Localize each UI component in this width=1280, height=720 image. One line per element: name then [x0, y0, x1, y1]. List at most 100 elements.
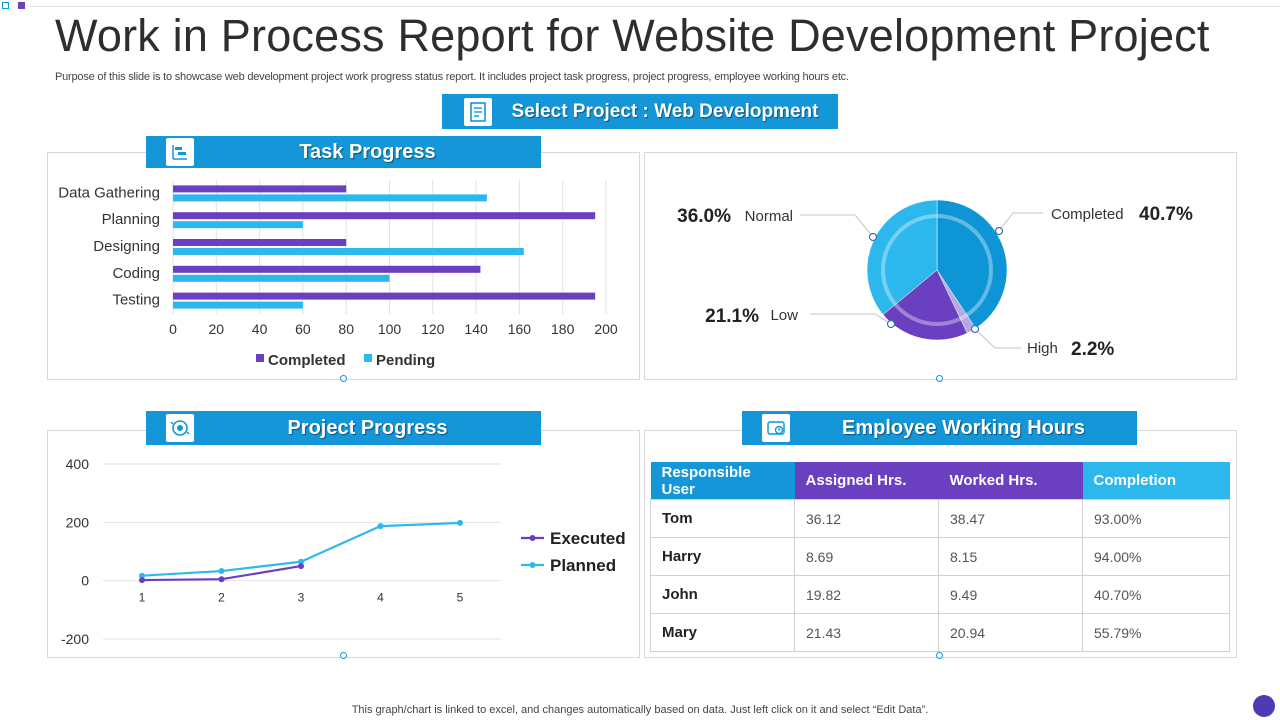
x-tick-label: 200	[594, 321, 618, 337]
y-tick-label: 200	[66, 514, 90, 530]
table-cell: 40.70%	[1082, 575, 1230, 614]
point-planned	[377, 523, 384, 530]
employee-hours-banner: Employee Working Hours	[742, 411, 1137, 445]
task-progress-chart[interactable]: 0 20 40 60 80 100 120 140 160 180 200 Data Gatherin…	[48, 170, 638, 378]
pie-category-label: Normal	[745, 208, 793, 225]
table-cell: 38.47	[938, 499, 1083, 538]
task-progress-banner: Task Progress	[146, 136, 541, 168]
pie-category-label: Low	[770, 307, 798, 324]
x-tick-label: 2	[218, 591, 225, 605]
document-icon	[464, 97, 492, 126]
gear-cycle-icon	[166, 414, 194, 442]
y-category-label: Designing	[93, 238, 160, 255]
pie-category-label: High	[1027, 340, 1058, 357]
y-category-label: Testing	[112, 292, 160, 309]
footer-note: This graph/chart is linked to excel, and…	[351, 704, 929, 716]
pie-slice-low	[882, 269, 968, 341]
y-tick-label: 400	[66, 456, 90, 472]
table-cell: 94.00%	[1082, 537, 1230, 576]
project-progress-banner: Project Progress	[146, 411, 541, 445]
x-tick-label: 160	[508, 321, 532, 337]
legend-label: Completed	[268, 352, 346, 369]
bar-completed	[173, 265, 481, 273]
resize-handle[interactable]	[340, 652, 347, 659]
project-progress-title: Project Progress	[287, 416, 448, 439]
table-row: Tom 36.12 38.47 93.00%	[650, 499, 1230, 538]
table-cell: 19.82	[794, 575, 939, 614]
x-tick-label: 5	[457, 591, 464, 605]
x-tick-label: 140	[464, 321, 488, 337]
table-cell: John	[650, 575, 795, 614]
leader-line	[800, 214, 874, 238]
select-project-label: Select Project : Web Development	[511, 100, 819, 122]
resize-handle[interactable]	[340, 375, 347, 382]
bar-pending	[173, 274, 390, 282]
point-executed	[298, 563, 304, 570]
leader-dot	[868, 232, 878, 242]
bar-completed	[173, 292, 596, 300]
bar-completed	[173, 239, 347, 246]
column-header: Worked Hrs.	[938, 462, 1083, 500]
x-tick-label: 1	[139, 591, 146, 605]
task-progress-title: Task Progress	[299, 140, 436, 163]
table-row: Harry 8.69 8.15 94.00%	[650, 537, 1230, 576]
legend-marker	[529, 562, 536, 568]
x-tick-label: 0	[169, 321, 177, 337]
column-header: Completion	[1082, 462, 1230, 500]
resize-handle[interactable]	[936, 375, 943, 382]
y-category-label: Coding	[112, 265, 160, 282]
pie-category-label: Completed	[1051, 206, 1124, 223]
point-planned	[298, 558, 304, 565]
bar-completed	[173, 212, 596, 220]
x-tick-label: 100	[378, 321, 402, 337]
x-tick-label: 120	[421, 321, 445, 337]
point-executed	[139, 577, 145, 584]
project-progress-chart[interactable]: 400 200 0 -200 1 2 3 4 5 Executed Planned	[48, 446, 638, 656]
table-cell: Harry	[650, 537, 795, 576]
column-header: Responsible User	[650, 462, 795, 500]
x-tick-label: 80	[338, 321, 354, 337]
table-row: John 19.82 9.49 40.70%	[650, 575, 1230, 614]
brand-logo	[1253, 695, 1275, 717]
table-cell: Mary	[650, 613, 795, 652]
page-title: Work in Process Report for Website Devel…	[55, 10, 1210, 61]
y-category-label: Planning	[102, 211, 160, 228]
leader-line	[998, 212, 1043, 232]
table-cell: 8.69	[794, 537, 939, 576]
legend-swatch	[364, 354, 372, 362]
table-cell: 93.00%	[1082, 499, 1230, 538]
bar-completed	[173, 185, 347, 193]
pie-value-label: 36.0%	[677, 206, 731, 227]
top-rule	[30, 6, 1280, 7]
x-tick-label: 20	[209, 321, 225, 337]
pie-value-label: 21.1%	[705, 306, 759, 327]
x-tick-label: 60	[295, 321, 311, 337]
point-planned	[218, 568, 225, 575]
point-planned	[139, 572, 145, 579]
legend-label: Pending	[376, 352, 435, 369]
bar-pending	[173, 221, 303, 229]
clock-icon	[762, 414, 790, 442]
y-tick-label: -200	[61, 631, 89, 647]
corner-marker	[2, 2, 9, 9]
legend-swatch	[256, 354, 264, 362]
leader-dot	[970, 324, 980, 334]
employee-hours-table: Responsible User Assigned Hrs. Worked Hr…	[650, 462, 1230, 652]
table-cell: 21.43	[794, 613, 939, 652]
select-project-banner[interactable]: Select Project : Web Development	[442, 94, 838, 129]
leader-line	[974, 328, 1021, 349]
pie-value-label: 2.2%	[1071, 339, 1114, 360]
x-tick-label: 40	[252, 321, 268, 337]
point-planned	[457, 519, 463, 526]
employee-hours-title: Employee Working Hours	[841, 416, 1085, 439]
page-subtitle: Purpose of this slide is to showcase web…	[55, 71, 849, 83]
bar-pending	[173, 301, 303, 309]
status-pie-chart[interactable]: Completed 40.7% High 2.2% Low 21.1% Normal 36.0…	[645, 153, 1235, 378]
table-cell: 36.12	[794, 499, 939, 538]
table-cell: Tom	[650, 499, 795, 538]
table-cell: 9.49	[938, 575, 1083, 614]
leader-dot	[886, 319, 896, 329]
resize-handle[interactable]	[936, 652, 943, 659]
corner-marker	[18, 2, 25, 9]
x-tick-label: 3	[298, 591, 305, 605]
